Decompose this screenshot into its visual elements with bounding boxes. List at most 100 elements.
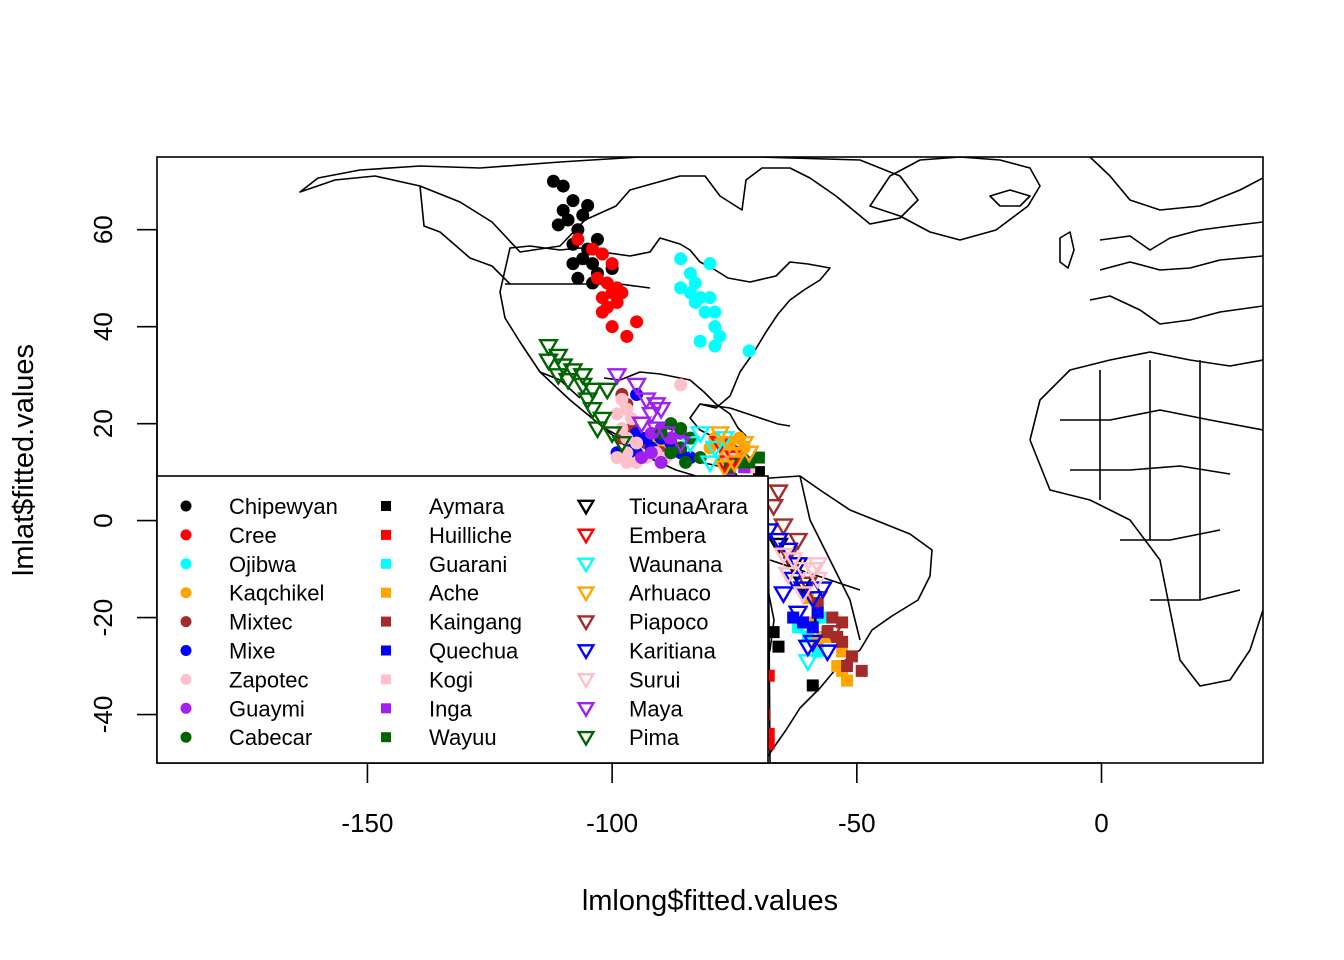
legend-marker-kaingang xyxy=(381,616,391,627)
data-point-piapoco xyxy=(768,484,790,503)
y-tick-label: 40 xyxy=(88,312,118,341)
legend-label-huilliche: Huilliche xyxy=(429,523,512,548)
legend-marker-zapotec xyxy=(180,673,192,685)
data-point-karitiana xyxy=(777,542,799,561)
data-point-embera xyxy=(723,450,745,469)
data-point-ache xyxy=(836,645,849,658)
data-point-karitiana xyxy=(792,581,814,600)
data-point-pima xyxy=(586,421,608,440)
data-point-cabecar xyxy=(664,446,678,460)
legend-label-zapotec: Zapotec xyxy=(229,667,309,692)
x-tick-label: 0 xyxy=(1094,808,1108,838)
data-point-ache xyxy=(841,674,854,687)
data-point-wayuu xyxy=(752,451,765,464)
data-point-pima xyxy=(572,377,594,396)
legend-marker-karitiana xyxy=(576,644,596,661)
legend-marker-guaymi xyxy=(180,702,192,714)
data-point-kaingang xyxy=(855,664,868,677)
data-point-waunana xyxy=(699,455,721,474)
legend-marker-aymara xyxy=(381,501,391,511)
y-tick-label: -20 xyxy=(88,599,118,637)
y-tick-label: 0 xyxy=(88,513,118,527)
y-tick-label: 60 xyxy=(88,215,118,244)
legend-label-pima: Pima xyxy=(629,725,680,750)
legend-label-chipewyan: Chipewyan xyxy=(229,494,338,519)
data-point-surui xyxy=(772,547,794,566)
data-point-maya xyxy=(626,377,648,396)
data-point-cree xyxy=(605,257,619,271)
data-point-pima xyxy=(611,435,633,454)
legend-label-guaymi: Guaymi xyxy=(229,696,305,721)
data-point-pima xyxy=(601,426,623,445)
legend-label-guarani: Guarani xyxy=(429,552,507,577)
data-point-kaingang xyxy=(845,650,858,663)
data-point-cree xyxy=(605,320,619,334)
legend-marker-piapoco xyxy=(576,615,596,632)
data-point-cabecar xyxy=(674,421,688,435)
data-point-pima xyxy=(547,368,569,386)
data-point-karitiana xyxy=(812,581,834,600)
x-tick-label: -150 xyxy=(341,808,393,838)
data-point-maya xyxy=(645,421,667,440)
data-point-maya xyxy=(640,406,662,425)
data-point-zapotec xyxy=(674,378,688,392)
data-point-ojibwa xyxy=(688,295,702,309)
data-point-maya xyxy=(650,402,672,420)
data-point-pima xyxy=(547,348,569,367)
data-point-arhuaco xyxy=(733,435,755,454)
data-point-kaingang xyxy=(836,635,849,648)
data-point-guaymi xyxy=(634,451,648,465)
data-point-ojibwa xyxy=(703,257,717,271)
data-point-zapotec xyxy=(630,436,644,450)
data-point-pima xyxy=(557,372,579,391)
data-point-kaingang xyxy=(841,660,854,673)
legend-label-inga: Inga xyxy=(429,696,473,721)
legend-label-ache: Ache xyxy=(429,581,479,606)
data-point-ojibwa xyxy=(693,334,707,348)
x-axis-title: lmlong$fitted.values xyxy=(582,885,838,917)
legend-marker-cree xyxy=(180,529,192,541)
legend-label-waunana: Waunana xyxy=(629,552,723,577)
data-point-quechua xyxy=(811,606,824,619)
legend-marker-ache xyxy=(381,587,391,598)
data-point-surui xyxy=(777,566,799,585)
legend-marker-surui xyxy=(576,673,596,690)
data-point-pima xyxy=(538,338,560,357)
legend-marker-guarani xyxy=(381,558,391,569)
legend-label-kaingang: Kaingang xyxy=(429,610,522,635)
data-point-ticunaarara xyxy=(768,537,790,556)
data-point-zapotec xyxy=(610,407,624,421)
legend-label-cabecar: Cabecar xyxy=(229,725,312,750)
legend-marker-huilliche xyxy=(381,529,391,540)
data-point-aymara xyxy=(772,640,785,653)
data-point-ojibwa xyxy=(703,291,717,305)
data-point-karitiana xyxy=(802,591,824,609)
legend-label-ojibwa: Ojibwa xyxy=(229,552,297,577)
legend-marker-quechua xyxy=(381,645,391,656)
data-point-karitiana xyxy=(772,586,794,605)
data-point-quechua xyxy=(787,611,800,624)
legend-label-surui: Surui xyxy=(629,667,680,692)
data-point-aymara xyxy=(806,679,819,692)
legend-marker-ojibwa xyxy=(180,558,192,570)
data-point-maya xyxy=(670,435,692,454)
data-point-karitiana xyxy=(768,532,790,551)
data-point-pima xyxy=(577,392,599,411)
x-tick-label: -50 xyxy=(838,808,876,838)
legend-label-karitiana: Karitiana xyxy=(629,639,717,664)
data-point-pima xyxy=(591,411,613,430)
data-point-pima xyxy=(596,382,618,401)
legend-marker-waunana xyxy=(576,557,596,574)
y-axis-title: lmlat$fitted.values xyxy=(8,344,40,576)
legend-marker-kaqchikel xyxy=(180,587,192,599)
legend-marker-ticunaarara xyxy=(576,499,596,516)
legend-marker-inga xyxy=(381,703,391,714)
data-point-maya xyxy=(635,392,657,411)
legend-marker-kogi xyxy=(381,674,391,685)
data-point-pima xyxy=(582,402,604,420)
legend-label-mixtec: Mixtec xyxy=(229,610,293,635)
data-point-cree xyxy=(571,232,585,246)
data-point-cree xyxy=(595,305,609,319)
data-point-waunana xyxy=(689,426,711,445)
data-point-ojibwa xyxy=(713,329,727,343)
